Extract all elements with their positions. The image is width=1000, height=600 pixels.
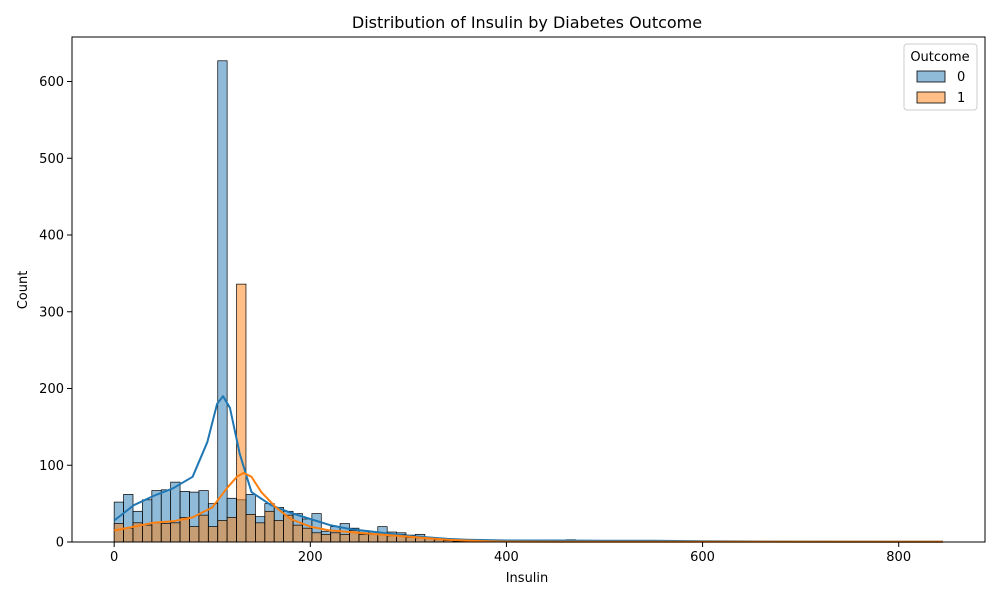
bar-series-1-bin-11 [217,520,228,543]
y-tick-label: 100 [39,459,64,474]
y-tick-label: 400 [39,229,64,244]
series-1-bars [113,283,482,543]
bar-series-1-bin-16 [264,510,275,543]
y-axis-label: Count [16,271,31,310]
bar-series-1-bin-23 [330,532,341,543]
y-tick-label: 200 [39,382,64,397]
legend-swatch-0 [916,70,946,83]
x-axis-label: Insulin [506,571,549,586]
y-tick-label: 0 [56,536,64,551]
bar-series-1-bin-20 [302,527,313,543]
bar-series-1-bin-31 [405,537,416,543]
bar-series-1-bin-24 [339,533,350,543]
x-tick-label: 200 [298,550,323,565]
bar-series-1-bin-10 [207,526,219,543]
bar-series-0-bin-11 [217,60,228,543]
legend-label-0: 0 [957,70,965,85]
bar-series-1-bin-26 [358,533,369,543]
x-tick-label: 800 [886,550,911,565]
x-tick-label: 400 [494,550,519,565]
legend-swatch-1 [916,91,946,104]
bar-series-1-bin-4 [151,522,162,543]
bar-series-1-bin-15 [255,522,266,543]
legend-title: Outcome [910,50,969,65]
bar-series-1-bin-14 [245,514,256,543]
bar-series-1-bin-29 [386,535,397,543]
y-tick-label: 500 [39,152,64,167]
y-axis: 0 100 200 300 400 500 600 [39,75,72,551]
chart-title: Distribution of Insulin by Diabetes Outc… [352,13,702,32]
legend-label-1: 1 [957,91,965,106]
bar-series-1-bin-1 [123,527,134,543]
y-tick-label: 600 [39,75,64,90]
bar-series-1-bin-8 [189,526,200,543]
x-tick-label: 600 [690,550,715,565]
bar-series-1-bin-12 [226,517,237,543]
bar-series-1-bin-21 [311,532,322,543]
kde-lines [113,395,943,543]
bar-series-1-bin-0 [113,523,124,543]
kde-line-series-1 [114,471,943,543]
bar-series-1-bin-27 [368,533,379,543]
bar-series-1-bin-7 [179,517,190,543]
bar-series-1-bin-6 [170,522,181,543]
bar-series-1-bin-13 [236,283,247,543]
bar-series-1-bin-22 [320,533,332,543]
x-tick-label: 0 [110,550,118,565]
bar-series-1-bin-9 [198,514,209,543]
legend: Outcome 0 1 [903,43,978,111]
bar-series-1-bin-3 [142,524,153,543]
plot-frame [71,36,986,543]
bar-series-1-bin-5 [160,523,172,543]
x-axis: 0 200 400 600 800 [110,542,911,565]
y-tick-label: 300 [39,305,64,320]
bar-series-1-bin-19 [292,524,303,543]
bar-series-1-bin-17 [273,520,284,543]
kde-line-series-0 [113,395,943,543]
